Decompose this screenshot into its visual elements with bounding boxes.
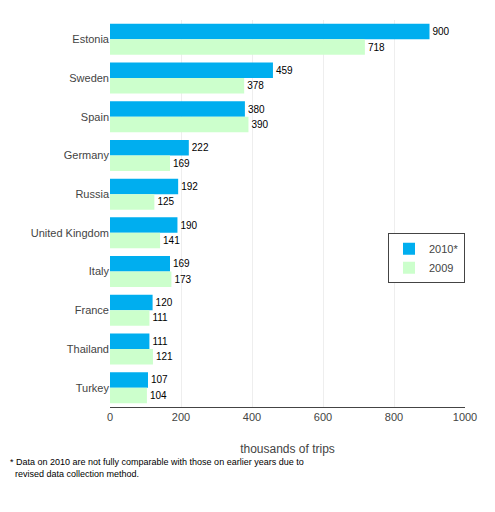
svg-text:121: 121 [156, 351, 173, 362]
svg-text:800: 800 [385, 411, 403, 423]
svg-text:104: 104 [150, 390, 167, 401]
svg-text:Russia: Russia [75, 188, 110, 200]
svg-text:141: 141 [163, 235, 180, 246]
svg-text:111: 111 [152, 312, 168, 323]
svg-text:169: 169 [173, 258, 190, 269]
svg-text:France: France [75, 304, 109, 316]
svg-text:Thailand: Thailand [67, 343, 109, 355]
svg-text:718: 718 [368, 42, 385, 53]
svg-text:600: 600 [314, 411, 332, 423]
svg-text:* Data on 2010 are not fully c: * Data on 2010 are not fully comparable … [10, 457, 304, 479]
svg-text:173: 173 [174, 274, 191, 285]
svg-text:200: 200 [172, 411, 190, 423]
svg-text:0: 0 [107, 411, 113, 423]
svg-text:2009: 2009 [429, 262, 453, 274]
svg-text:107: 107 [151, 374, 168, 385]
svg-text:Sweden: Sweden [69, 72, 109, 84]
svg-text:Germany: Germany [64, 149, 110, 161]
svg-text:1000: 1000 [453, 411, 477, 423]
svg-text:400: 400 [243, 411, 261, 423]
svg-text:125: 125 [157, 196, 174, 207]
svg-text:Estonia: Estonia [72, 33, 110, 45]
svg-text:111: 111 [152, 336, 168, 347]
svg-text:2010*: 2010* [429, 243, 458, 255]
svg-text:190: 190 [180, 220, 197, 231]
svg-text:Italy: Italy [89, 265, 110, 277]
svg-text:192: 192 [181, 181, 198, 192]
svg-text:459: 459 [276, 65, 293, 76]
svg-text:United Kingdom: United Kingdom [31, 227, 109, 239]
svg-text:169: 169 [173, 158, 190, 169]
svg-text:222: 222 [192, 142, 209, 153]
svg-text:390: 390 [251, 119, 268, 130]
svg-text:Spain: Spain [81, 111, 109, 123]
svg-text:thousands of trips: thousands of trips [240, 442, 335, 456]
svg-text:Turkey: Turkey [76, 382, 110, 394]
svg-text:378: 378 [247, 80, 264, 91]
svg-text:900: 900 [433, 26, 450, 37]
svg-text:380: 380 [248, 104, 265, 115]
svg-text:120: 120 [156, 297, 173, 308]
